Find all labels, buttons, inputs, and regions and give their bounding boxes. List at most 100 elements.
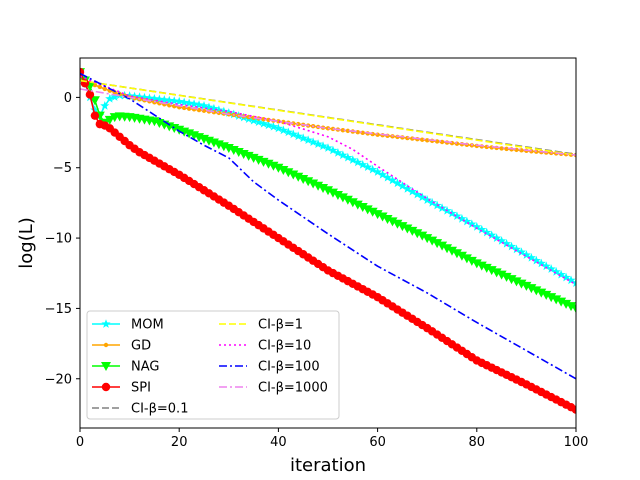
series-marker-nag bbox=[476, 261, 487, 271]
series-marker-gd bbox=[291, 121, 296, 126]
series-marker-mom bbox=[159, 95, 169, 104]
series-marker-nag bbox=[422, 234, 433, 244]
series-marker-nag bbox=[303, 177, 314, 187]
series-marker-mom bbox=[477, 224, 487, 234]
series-marker-mom bbox=[531, 255, 541, 265]
series-marker-mom bbox=[174, 96, 184, 106]
legend-label: MOM bbox=[131, 318, 164, 333]
legend-entry-spi: SPI bbox=[92, 381, 151, 396]
series-marker-mom bbox=[149, 94, 159, 103]
series-marker-nag bbox=[417, 231, 428, 241]
series-marker-mom bbox=[129, 91, 140, 101]
series-marker-nag bbox=[506, 275, 517, 285]
series-marker-mom bbox=[506, 241, 517, 251]
series-line-ci-beta-100 bbox=[80, 72, 576, 380]
legend-label: CI-β=1 bbox=[258, 318, 303, 333]
series-marker-nag bbox=[367, 207, 378, 217]
series-marker-mom bbox=[169, 96, 179, 105]
series-marker-mom bbox=[511, 244, 522, 254]
series-marker-mom bbox=[303, 135, 313, 145]
series-marker-nag bbox=[352, 200, 363, 210]
series-marker-nag bbox=[273, 163, 284, 173]
series-marker-mom bbox=[90, 105, 100, 114]
series-marker-nag bbox=[427, 236, 438, 246]
series-marker-nag bbox=[323, 186, 333, 196]
series-marker-nag bbox=[278, 165, 289, 175]
series-marker-mom bbox=[139, 92, 150, 102]
series-marker-nag bbox=[496, 270, 507, 280]
series-marker-mom bbox=[487, 230, 497, 240]
series-marker-gd bbox=[296, 121, 301, 127]
series-marker-mom bbox=[328, 145, 338, 155]
series-marker-mom bbox=[278, 125, 288, 135]
series-marker-nag bbox=[397, 222, 408, 232]
series-marker-nag bbox=[447, 246, 457, 256]
series-marker-mom bbox=[407, 186, 417, 196]
series-marker-mom bbox=[492, 233, 502, 242]
series-marker-mom bbox=[219, 106, 229, 116]
series-marker-mom bbox=[179, 97, 189, 107]
series-marker-mom bbox=[422, 195, 432, 204]
y-tick-label: 0 bbox=[64, 91, 72, 106]
series-marker-mom bbox=[472, 222, 482, 231]
series-marker-mom bbox=[427, 197, 437, 207]
series-marker-mom bbox=[546, 264, 556, 273]
series-marker-spi bbox=[571, 405, 576, 414]
series-marker-nag bbox=[89, 96, 100, 106]
series-marker-nag bbox=[432, 239, 443, 249]
series-marker-nag bbox=[501, 272, 512, 282]
legend-entry-ci-beta-10: CI-β=10 bbox=[219, 339, 311, 354]
series-marker-mom bbox=[501, 238, 512, 248]
series-marker-nag bbox=[308, 179, 319, 189]
series-marker-spi bbox=[90, 111, 100, 120]
series-marker-nag bbox=[104, 115, 115, 125]
series-marker-nag bbox=[531, 286, 542, 296]
legend-label: CI-β=100 bbox=[258, 360, 320, 375]
legend-label: SPI bbox=[131, 381, 151, 396]
series-ci-beta-10 bbox=[80, 75, 576, 286]
series-marker-mom bbox=[348, 155, 358, 164]
series-marker-nag bbox=[461, 254, 472, 264]
series-marker-nag bbox=[412, 229, 423, 239]
series-marker-nag bbox=[556, 297, 567, 307]
plot-frame bbox=[79, 57, 577, 429]
series-marker-nag bbox=[437, 241, 448, 251]
series-marker-mom bbox=[298, 133, 308, 143]
series-marker-mom bbox=[318, 141, 328, 150]
series-marker-mom bbox=[323, 143, 333, 152]
series-marker-mom bbox=[541, 261, 551, 271]
series-marker-nag bbox=[536, 288, 547, 298]
legend-marker-spi bbox=[101, 382, 111, 392]
series-marker-mom bbox=[516, 247, 527, 257]
series-marker-nag bbox=[456, 251, 467, 261]
x-tick-label: 40 bbox=[270, 435, 287, 450]
series-marker-mom bbox=[556, 269, 566, 279]
legend-entry-ci-beta-1: CI-β=1 bbox=[219, 318, 303, 333]
series-marker-nag bbox=[551, 295, 562, 305]
series-marker-mom bbox=[526, 252, 536, 262]
series-marker-mom bbox=[353, 157, 363, 167]
series-marker-mom bbox=[189, 99, 199, 109]
series-marker-mom bbox=[457, 214, 467, 223]
series-line-ci-beta-10 bbox=[80, 75, 576, 286]
series-marker-mom bbox=[164, 95, 174, 105]
y-axis-ticks: 0 −5 −10 −15 −20 bbox=[45, 91, 80, 387]
series-marker-nag bbox=[347, 198, 358, 208]
series-marker-nag bbox=[521, 281, 532, 291]
series-ci-beta-1 bbox=[80, 79, 576, 156]
series-marker-mom bbox=[482, 227, 492, 237]
legend-label: CI-β=1000 bbox=[258, 381, 328, 396]
legend-marker-nag bbox=[101, 362, 111, 371]
series-marker-nag bbox=[526, 284, 537, 294]
series-marker-nag bbox=[471, 259, 482, 269]
series-marker-mom bbox=[100, 101, 110, 110]
series-marker-mom bbox=[561, 272, 571, 282]
series-marker-mom bbox=[497, 236, 507, 245]
legend-entry-ci-beta-0-1: CI-β=0.1 bbox=[92, 402, 188, 417]
legend-entry-mom: MOM bbox=[92, 318, 164, 333]
series-marker-mom bbox=[551, 267, 561, 276]
x-axis-ticks: 0 20 40 60 80 100 bbox=[76, 428, 588, 450]
series-marker-mom bbox=[110, 92, 120, 101]
series-marker-nag bbox=[466, 256, 477, 266]
series-marker-gd bbox=[499, 146, 504, 151]
